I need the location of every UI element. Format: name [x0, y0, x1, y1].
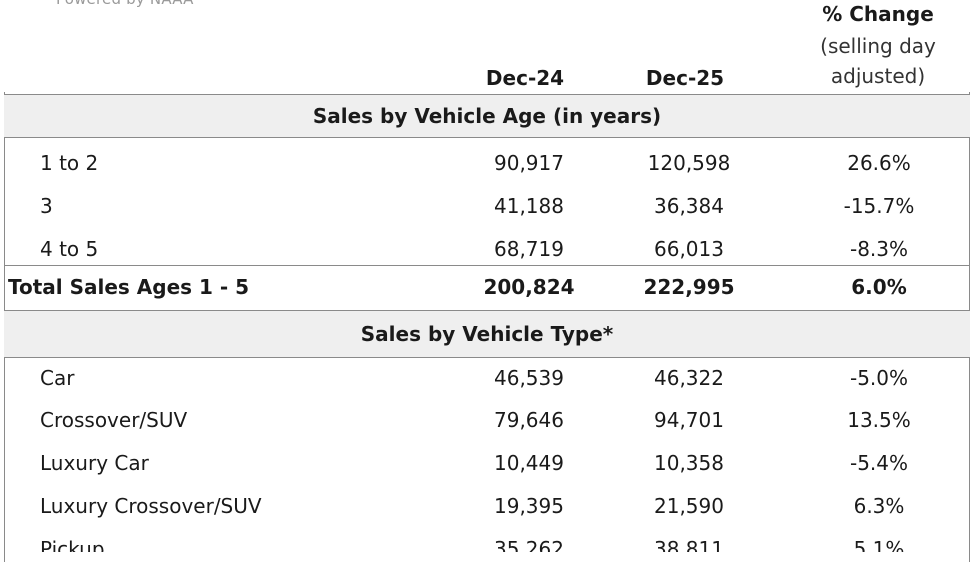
row-label: 3	[40, 194, 53, 218]
section-header-age: Sales by Vehicle Age (in years)	[4, 94, 970, 138]
total-label: Total Sales Ages 1 - 5	[8, 275, 250, 299]
header-change-title: % Change	[822, 2, 934, 26]
row-dec25: 36,384	[654, 194, 724, 218]
row-change: -5.4%	[849, 451, 909, 475]
section-header-type: Sales by Vehicle Type*	[4, 310, 970, 358]
row-dec25: 66,013	[654, 237, 724, 261]
row-dec25: 120,598	[647, 151, 731, 175]
row-dec24: 90,917	[494, 151, 564, 175]
header-dec24: Dec-24	[485, 66, 565, 90]
row-dec24: 68,719	[494, 237, 564, 261]
total-change: 6.0%	[851, 275, 907, 299]
table-row: 4 to 5 68,719 66,013 -8.3%	[4, 228, 970, 270]
row-dec25: 94,701	[654, 408, 724, 432]
row-label: 1 to 2	[40, 151, 99, 175]
row-change: -15.7%	[843, 194, 915, 218]
row-dec25: 38,811	[654, 537, 724, 552]
row-label: Pickup	[40, 537, 105, 552]
row-label: Crossover/SUV	[40, 408, 188, 432]
header-change-sub2: adjusted)	[830, 64, 926, 88]
row-change: -8.3%	[849, 237, 909, 261]
row-dec24: 79,646	[494, 408, 564, 432]
table-row: Luxury Car 10,449 10,358 -5.4%	[4, 442, 970, 484]
table-row: Crossover/SUV 79,646 94,701 13.5%	[4, 399, 970, 441]
row-change: 13.5%	[847, 408, 911, 432]
table-row: 3 41,188 36,384 -15.7%	[4, 185, 970, 227]
row-label: Luxury Crossover/SUV	[40, 494, 262, 518]
total-dec25: 222,995	[643, 275, 735, 299]
table-row: Luxury Crossover/SUV 19,395 21,590 6.3%	[4, 485, 970, 527]
table-row: Car 46,539 46,322 -5.0%	[4, 357, 970, 399]
row-label: Car	[40, 366, 75, 390]
row-dec25: 21,590	[654, 494, 724, 518]
total-dec24: 200,824	[483, 275, 575, 299]
row-dec25: 10,358	[654, 451, 724, 475]
row-change: -5.0%	[849, 366, 909, 390]
row-dec24: 46,539	[494, 366, 564, 390]
row-change: 6.3%	[853, 494, 905, 518]
header-change-sub1: (selling day	[820, 34, 936, 58]
powered-by-text: Powered by NAAA	[56, 0, 194, 8]
header-dec25: Dec-25	[645, 66, 725, 90]
row-dec24: 41,188	[494, 194, 564, 218]
row-dec24: 10,449	[494, 451, 564, 475]
total-row: Total Sales Ages 1 - 5 200,824 222,995 6…	[4, 265, 970, 309]
table-row: 1 to 2 90,917 120,598 26.6%	[4, 142, 970, 184]
row-dec25: 46,322	[654, 366, 724, 390]
row-dec24: 19,395	[494, 494, 564, 518]
row-change: 26.6%	[847, 151, 911, 175]
row-change: 5.1%	[853, 537, 905, 552]
table-row: Pickup 35,262 38,811 5.1%	[4, 528, 970, 552]
row-label: Luxury Car	[40, 451, 149, 475]
row-label: 4 to 5	[40, 237, 99, 261]
row-dec24: 35,262	[494, 537, 564, 552]
